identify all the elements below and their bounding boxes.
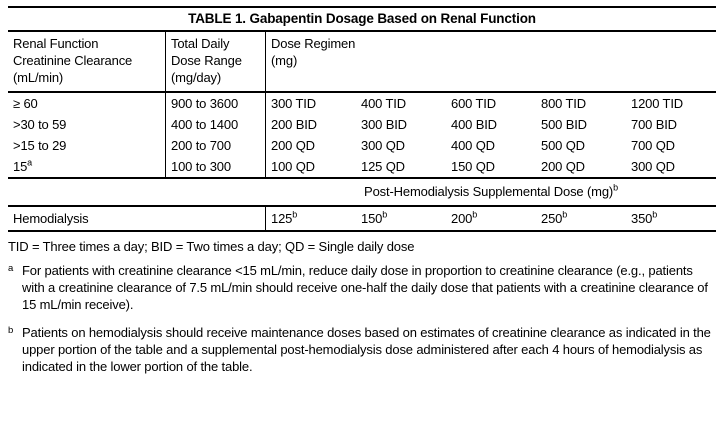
regimen-cell: 500 BID [541, 116, 587, 132]
post-hemodialysis-label: Post-Hemodialysis Supplemental Dose (mg) [364, 183, 614, 199]
regimen-cell: 200 QD [541, 158, 585, 174]
hemodialysis-dose-cell: 125b [266, 207, 356, 230]
renal-value: 15 [13, 158, 28, 174]
dose-value: 350 [631, 210, 653, 226]
footnote-b: b Patients on hemodialysis should receiv… [8, 324, 716, 375]
post-hemodialysis-header: Post-Hemodialysis Supplemental Dose (mg)… [266, 179, 716, 205]
hemodialysis-dose-cell: 200b [446, 207, 536, 230]
footnote-b-ref: b [382, 209, 388, 220]
post-hemodialysis-header-row: Post-Hemodialysis Supplemental Dose (mg)… [8, 179, 716, 207]
dose-range-cell: 400 to 1400 [166, 113, 266, 135]
renal-cell: ≥ 60 [8, 92, 166, 114]
footnote-b-ref: b [652, 209, 658, 220]
footnote-b-marker: b [8, 325, 14, 337]
regimen-cell: 600 TID [451, 95, 496, 111]
regimen-cell: 150 QD [451, 158, 495, 174]
regimen-cell: 400 TID [361, 95, 406, 111]
footnote-a-ref: a [27, 157, 33, 168]
regimen-cell: 200 BID [271, 116, 317, 132]
regimen-cell: 500 QD [541, 137, 585, 153]
footnote-b-ref: b [562, 209, 568, 220]
regimen-cell: 100 QD [271, 158, 315, 174]
regimen-cell: 700 BID [631, 116, 677, 132]
table-title: TABLE 1. Gabapentin Dosage Based on Rena… [8, 6, 716, 32]
header-renal-function: Renal Function Creatinine Clearance (mL/… [8, 32, 166, 93]
regimen-cell: 400 BID [451, 116, 497, 132]
dose-range-cell: 900 to 3600 [166, 92, 266, 114]
spacer-cell [8, 179, 266, 205]
regimen-cell: 300 BID [361, 116, 407, 132]
footnotes: TID = Three times a day; BID = Two times… [8, 239, 716, 376]
hemodialysis-dose-cell: 150b [356, 207, 446, 230]
dose-value: 125 [271, 210, 293, 226]
footnote-b-text: Patients on hemodialysis should receive … [22, 325, 711, 375]
hemodialysis-dose-cell: 350b [626, 207, 716, 230]
dosage-table-upper: Renal Function Creatinine Clearance (mL/… [8, 32, 716, 179]
regimen-cell: 300 TID [271, 95, 316, 111]
footnote-b-ref: b [472, 209, 478, 220]
hemodialysis-label: Hemodialysis [8, 206, 266, 230]
hemodialysis-row: Hemodialysis 125b 150b 200b 250b 350b [8, 206, 716, 232]
footnote-a: a For patients with creatinine clearance… [8, 262, 716, 313]
abbreviations-note: TID = Three times a day; BID = Two times… [8, 238, 415, 254]
regimen-cell: 125 QD [361, 158, 405, 174]
dose-value: 200 [451, 210, 473, 226]
hemodialysis-dose-cell: 250b [536, 207, 626, 230]
regimen-cell: 800 TID [541, 95, 586, 111]
dose-range-cell: 100 to 300 [166, 155, 266, 177]
regimen-cell: 200 QD [271, 137, 315, 153]
header-total-daily-dose-range: Total Daily Dose Range (mg/day) [166, 32, 266, 93]
dose-range-cell: 200 to 700 [166, 134, 266, 156]
renal-cell: >15 to 29 [8, 134, 166, 156]
renal-cell: >30 to 59 [8, 113, 166, 135]
regimen-cell: 700 QD [631, 137, 675, 153]
renal-cell: 15a [8, 155, 166, 177]
footnote-b-ref: b [292, 209, 298, 220]
dose-value: 150 [361, 210, 383, 226]
regimen-cell: 300 QD [361, 137, 405, 153]
regimen-cell: 400 QD [451, 137, 495, 153]
header-dose-regimen: Dose Regimen (mg) [266, 32, 716, 93]
footnote-a-marker: a [8, 262, 14, 274]
regimen-cell: 300 QD [631, 158, 675, 174]
footnote-a-text: For patients with creatinine clearance <… [22, 262, 708, 312]
footnote-b-ref: b [613, 182, 618, 193]
dose-value: 250 [541, 210, 563, 226]
regimen-cell: 1200 TID [631, 95, 684, 111]
